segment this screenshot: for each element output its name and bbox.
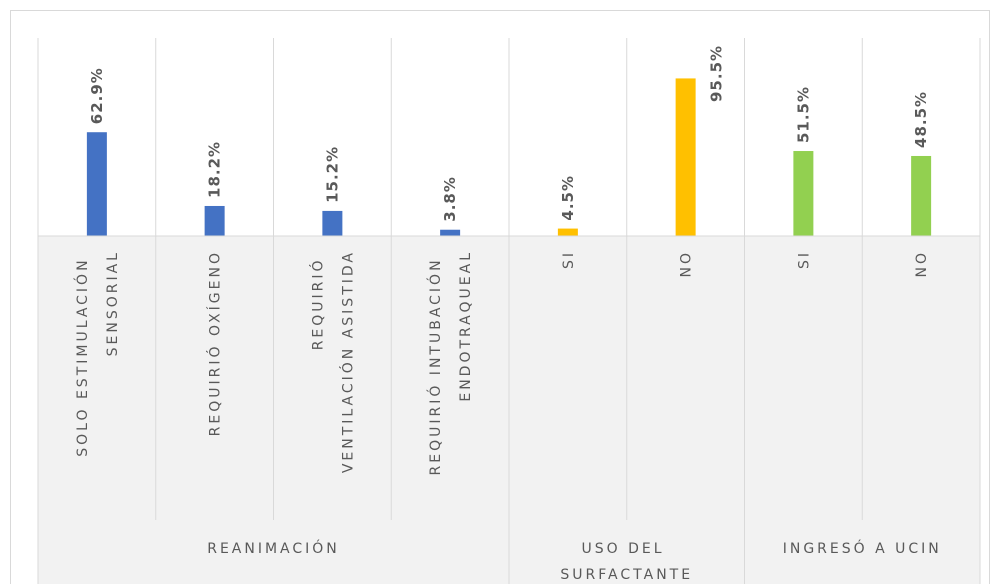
bar: [204, 205, 225, 236]
x-tick-label: SI: [796, 250, 812, 269]
x-tick-label: SI: [561, 250, 577, 269]
data-label: 18.2%: [206, 141, 224, 198]
bar: [86, 132, 107, 236]
bar: [440, 229, 461, 236]
bar: [911, 155, 932, 236]
bar: [557, 228, 578, 236]
x-tick-label: REQUIRIÓ INTUBACIÓN ENDOTRAQUEAL: [426, 250, 474, 475]
group-label: USO DEL SURFACTANTE: [560, 541, 693, 583]
bar: [675, 78, 696, 236]
data-label: 4.5%: [559, 175, 577, 221]
group-label: INGRESÓ A UCIN: [783, 539, 942, 557]
x-tick-label: NO: [914, 250, 930, 278]
data-label: 3.8%: [441, 176, 459, 222]
data-label: 51.5%: [794, 86, 812, 143]
data-label: 15.2%: [323, 146, 341, 203]
x-tick-label: REQUIRIÓ OXÍGENO: [206, 250, 224, 436]
data-label: 95.5%: [708, 45, 726, 102]
x-tick-label: NO: [679, 250, 695, 278]
bar: [322, 210, 343, 236]
x-tick-label: SOLO ESTIMULACIÓN SENSORIAL: [73, 250, 121, 457]
data-label: 48.5%: [912, 91, 930, 148]
data-label: 62.9%: [88, 67, 106, 124]
bar: [793, 151, 814, 236]
group-label: REANIMACIÓN: [207, 539, 340, 557]
x-tick-label: REQUIRIÓ VENTILACIÓN ASISTIDA: [308, 250, 356, 473]
